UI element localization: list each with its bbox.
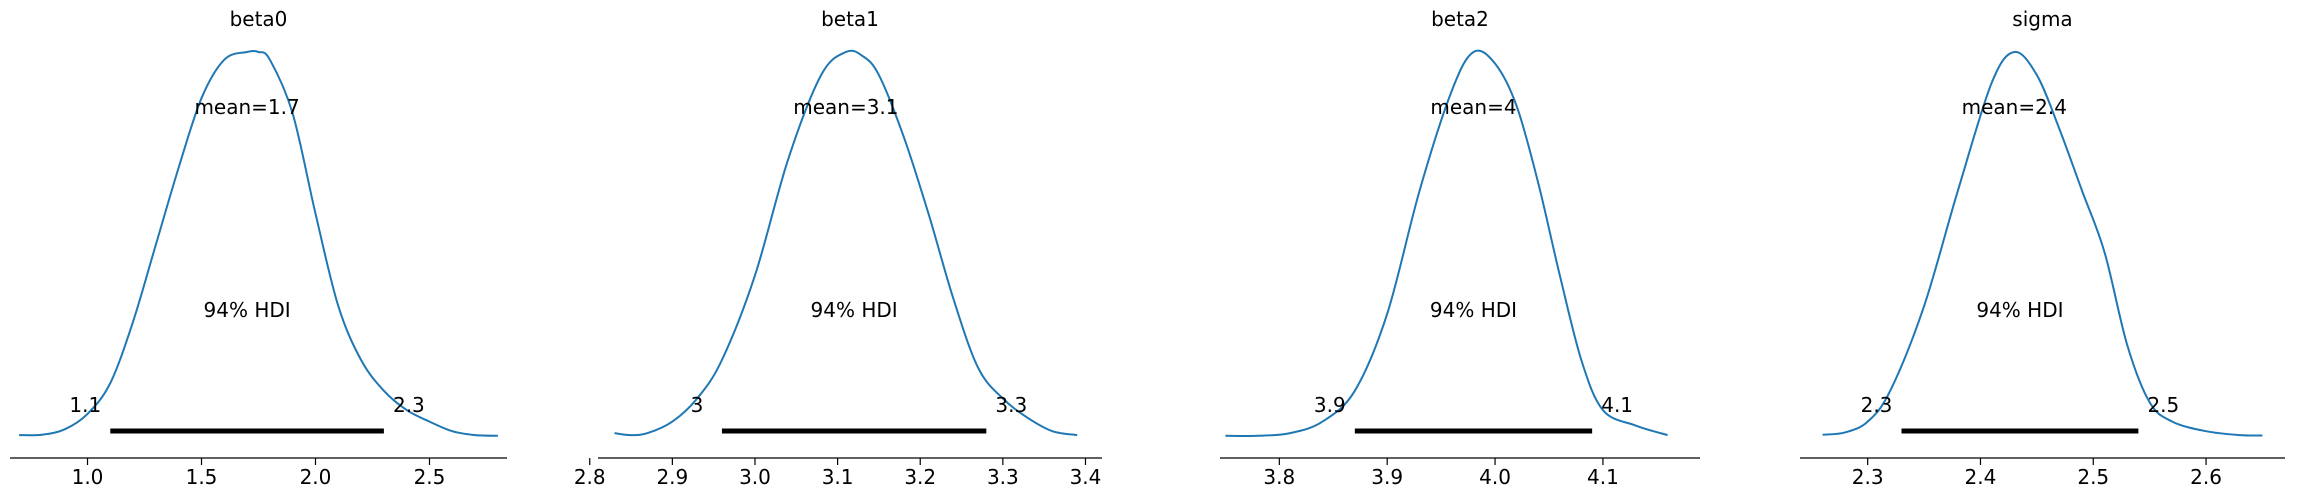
x-tick-label-sigma-1: 2.4 xyxy=(1965,465,1997,489)
hdi-upper-label-beta2: 4.1 xyxy=(1601,393,1633,417)
x-tick-label-beta1-0: 2.8 xyxy=(574,465,606,489)
panel-title-beta2: beta2 xyxy=(1431,7,1489,31)
density-curve-beta2 xyxy=(1225,49,1668,438)
x-tick-label-beta1-4: 3.2 xyxy=(904,465,936,489)
x-tick-label-beta1-3: 3.1 xyxy=(822,465,854,489)
x-tick-label-beta1-5: 3.3 xyxy=(987,465,1019,489)
mean-label-sigma: mean=2.4 xyxy=(1962,95,2067,119)
hdi-lower-label-beta0: 1.1 xyxy=(69,393,101,417)
x-tick-label-beta0-1: 1.5 xyxy=(186,465,218,489)
x-tick-label-sigma-2: 2.5 xyxy=(2077,465,2109,489)
mean-label-beta2: mean=4 xyxy=(1430,95,1516,119)
x-tick-label-beta0-2: 2.0 xyxy=(300,465,332,489)
x-tick-label-beta2-2: 4.0 xyxy=(1479,465,1511,489)
hdi-label-beta2: 94% HDI xyxy=(1430,298,1517,322)
x-tick-label-beta2-3: 4.1 xyxy=(1587,465,1619,489)
hdi-label-beta1: 94% HDI xyxy=(811,298,898,322)
x-tick-label-beta1-2: 3.0 xyxy=(739,465,771,489)
hdi-lower-label-beta1: 3 xyxy=(691,393,704,417)
x-tick-label-beta2-1: 3.9 xyxy=(1371,465,1403,489)
x-tick-label-beta0-3: 2.5 xyxy=(414,465,446,489)
density-curve-beta0 xyxy=(19,50,498,437)
x-tick-label-beta1-6: 3.4 xyxy=(1070,465,1102,489)
panel-title-beta0: beta0 xyxy=(230,7,288,31)
panel-title-sigma: sigma xyxy=(2012,7,2072,31)
hdi-lower-label-sigma: 2.3 xyxy=(1861,393,1893,417)
hdi-upper-label-sigma: 2.5 xyxy=(2147,393,2179,417)
density-curve-sigma xyxy=(1822,50,2263,437)
hdi-upper-label-beta1: 3.3 xyxy=(995,393,1027,417)
hdi-label-sigma: 94% HDI xyxy=(1976,298,2063,322)
hdi-label-beta0: 94% HDI xyxy=(204,298,291,322)
panel-title-beta1: beta1 xyxy=(821,7,879,31)
mean-label-beta1: mean=3.1 xyxy=(793,95,898,119)
x-tick-label-beta1-1: 2.9 xyxy=(656,465,688,489)
x-tick-label-sigma-3: 2.6 xyxy=(2190,465,2222,489)
x-tick-label-beta0-0: 1.0 xyxy=(72,465,104,489)
x-tick-label-beta2-0: 3.8 xyxy=(1263,465,1295,489)
density-curve-beta1 xyxy=(614,49,1078,437)
x-tick-label-sigma-0: 2.3 xyxy=(1852,465,1884,489)
hdi-lower-label-beta2: 3.9 xyxy=(1314,393,1346,417)
hdi-upper-label-beta0: 2.3 xyxy=(393,393,425,417)
mean-label-beta0: mean=1.7 xyxy=(194,95,299,119)
